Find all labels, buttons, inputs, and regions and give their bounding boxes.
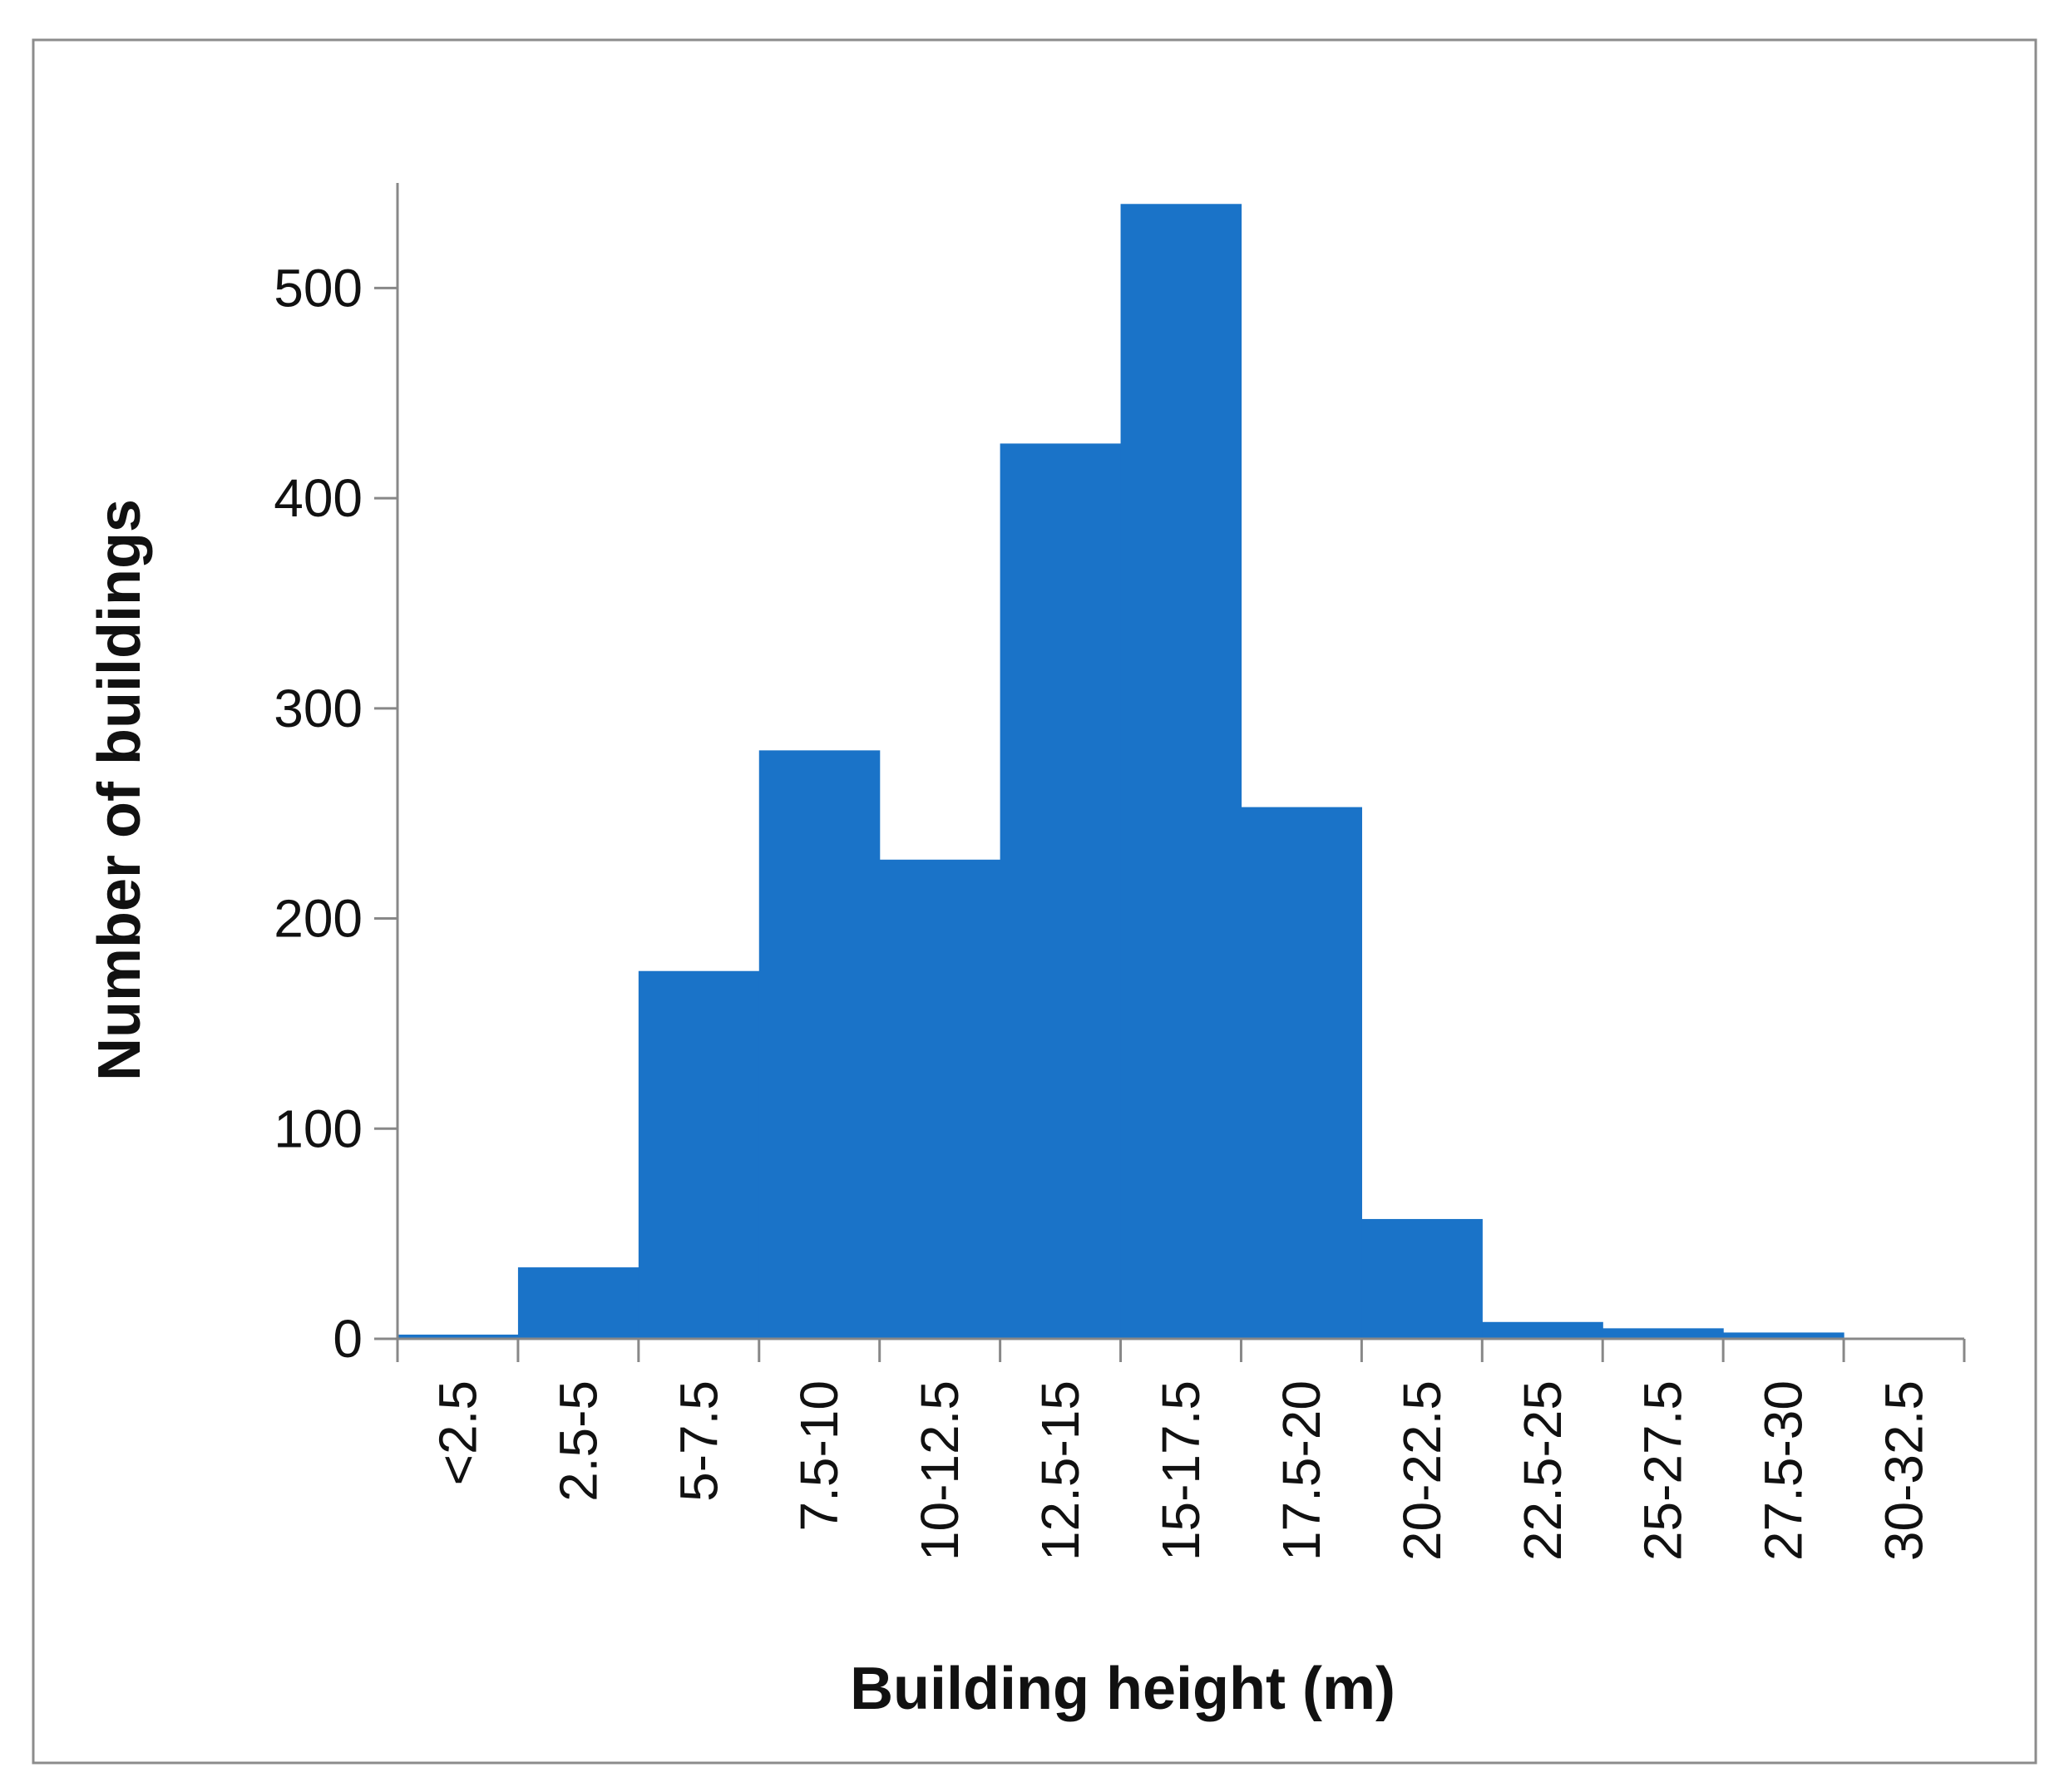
x-axis-title: Building height (m) [850,1656,1395,1722]
x-tick-label-10: 25-27.5 [1633,1380,1693,1561]
x-tick-label-3: 7.5-10 [789,1380,849,1531]
x-tick-label-4: 10-12.5 [910,1380,970,1561]
y-axis-title: Number of buildings [86,499,153,1081]
x-tick-label-6: 15-17.5 [1151,1380,1211,1561]
y-tick-label-2: 200 [274,889,363,949]
x-tick-label-1: 2.5-5 [548,1380,608,1502]
axes-group [374,183,1966,1362]
bar-0 [398,1334,519,1339]
y-tick-labels: 0 100 200 300 400 500 [274,258,363,1369]
bar-1 [517,1267,639,1339]
bar-6 [1120,204,1242,1340]
x-tick-label-11: 27.5-30 [1754,1380,1814,1561]
x-tick-label-8: 20-22.5 [1392,1380,1452,1561]
x-tick-labels: <2.5 2.5-5 5-7.5 7.5-10 10-12.5 12.5-15 15-17.… [427,1380,1933,1561]
x-tick-label-7: 17.5-20 [1272,1380,1331,1561]
bar-10 [1602,1328,1724,1339]
bar-5 [1000,443,1122,1339]
y-tick-label-1: 100 [274,1098,363,1158]
x-tick-label-2: 5-7.5 [669,1380,728,1502]
y-tick-label-4: 400 [274,468,363,528]
y-tick-label-5: 500 [274,258,363,318]
bars-group [398,204,1844,1340]
x-tick-label-0: <2.5 [427,1380,487,1485]
x-tick-label-5: 12.5-15 [1030,1380,1090,1561]
bar-7 [1241,807,1362,1339]
bar-4 [879,859,1001,1339]
bar-8 [1361,1218,1483,1339]
bar-2 [638,970,760,1339]
bar-3 [758,750,881,1339]
bar-9 [1482,1321,1603,1339]
y-tick-label-3: 300 [274,679,363,738]
bar-11 [1723,1332,1844,1339]
x-tick-label-9: 22.5-25 [1513,1380,1573,1561]
y-tick-label-0: 0 [333,1309,363,1369]
x-tick-label-12: 30-32.5 [1874,1380,1934,1561]
